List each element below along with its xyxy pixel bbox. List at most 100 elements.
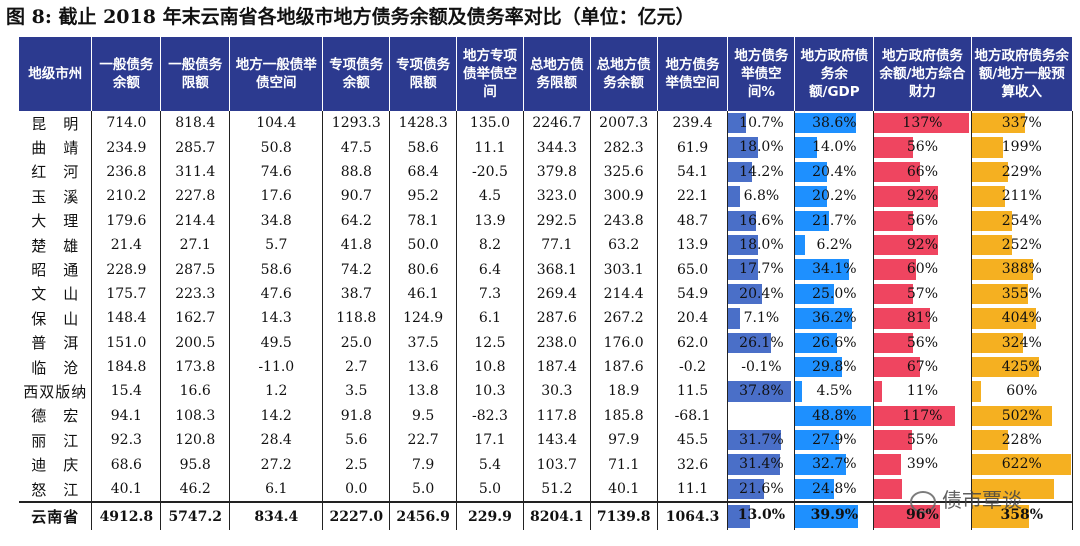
header-cell: 一般债务限额 bbox=[160, 37, 231, 111]
table-cell: 227.8 bbox=[160, 184, 231, 209]
bar-label: 18.0% bbox=[739, 236, 784, 253]
table-cell: 120.8 bbox=[160, 428, 231, 453]
table-cell: 16.6 bbox=[160, 379, 231, 404]
bar-label: 60% bbox=[906, 261, 938, 278]
table-cell: 10.3 bbox=[456, 379, 524, 404]
table-cell: 173.8 bbox=[160, 354, 231, 380]
table-cell: 135.0 bbox=[456, 111, 524, 136]
data-bar bbox=[728, 210, 756, 231]
bar-label: 31.4% bbox=[739, 456, 784, 473]
bar-label: 10.7% bbox=[739, 115, 784, 131]
data-bar bbox=[795, 161, 828, 183]
table-cell: 47.5 bbox=[322, 135, 391, 160]
table-cell: 88.8 bbox=[322, 159, 391, 185]
table-cell: 30.3 bbox=[523, 379, 591, 404]
city-name: 丽 江 bbox=[19, 428, 93, 453]
table-cell: 162.7 bbox=[160, 306, 231, 331]
city-name: 红 河 bbox=[19, 159, 93, 185]
table-cell: 2456.9 bbox=[389, 501, 458, 531]
bar-cell: 31.4% bbox=[727, 452, 796, 477]
data-bar bbox=[795, 405, 872, 427]
table-row: 保 山 148.4 162.7 14.3 118.8 124.9 6.1 287.6 267.2… bbox=[19, 306, 1074, 331]
bar-cell: 55% bbox=[873, 428, 972, 453]
table-cell: 38.7 bbox=[322, 281, 391, 307]
table-cell: 5.7 bbox=[229, 232, 324, 258]
table-cell: 61.9 bbox=[657, 135, 729, 160]
bar-label: 6.2% bbox=[816, 236, 853, 253]
table-cell: 91.8 bbox=[322, 403, 391, 429]
bar-label: 117% bbox=[902, 407, 943, 424]
header-cell: 总地方债务余额 bbox=[590, 37, 658, 111]
bar-label: 324% bbox=[1001, 334, 1042, 351]
bar-cell: 502% bbox=[971, 403, 1074, 429]
table-cell: 8204.1 bbox=[523, 501, 591, 531]
bar-label: 14.0% bbox=[812, 139, 857, 156]
table-cell: 37.5 bbox=[389, 330, 458, 355]
table-cell: 834.4 bbox=[229, 501, 324, 531]
city-name: 西双版纳 bbox=[19, 379, 93, 404]
table-cell: 818.4 bbox=[160, 111, 231, 136]
bar-cell: 11% bbox=[873, 379, 972, 404]
bar-label: 17.7% bbox=[739, 261, 784, 278]
table-cell: 65.0 bbox=[657, 257, 729, 282]
bar-cell: 60% bbox=[971, 379, 1074, 404]
table-cell: 64.2 bbox=[322, 208, 391, 233]
bar-cell: 56% bbox=[873, 135, 972, 160]
table-cell: 90.7 bbox=[322, 184, 391, 209]
data-bar bbox=[728, 259, 758, 280]
bar-label: 92% bbox=[906, 236, 938, 253]
table-cell: 3.5 bbox=[322, 379, 391, 404]
table-cell: 6.1 bbox=[229, 476, 324, 503]
header-cell: 地级市州 bbox=[19, 37, 93, 111]
bar-cell: -0.1% bbox=[727, 354, 796, 380]
bar-label: 56% bbox=[906, 212, 938, 229]
bar-label: 60% bbox=[1006, 383, 1038, 400]
table-cell: 1064.3 bbox=[657, 501, 729, 531]
bar-label: 67% bbox=[906, 358, 938, 375]
header-cell: 专项债务余额 bbox=[322, 37, 391, 111]
table-cell: 285.7 bbox=[160, 135, 231, 160]
table-cell: 17.6 bbox=[229, 184, 324, 209]
table-cell: 287.6 bbox=[523, 306, 591, 331]
bar-label: 7.1% bbox=[743, 310, 780, 327]
bar-cell: 34.1% bbox=[794, 257, 875, 282]
bar-label: 66% bbox=[906, 163, 938, 180]
city-name: 大 理 bbox=[19, 208, 93, 233]
bar-cell: 4.5% bbox=[794, 379, 875, 404]
table-cell: 176.0 bbox=[590, 330, 658, 355]
data-bar bbox=[971, 478, 1055, 500]
table-cell: 18.9 bbox=[590, 379, 658, 404]
data-bar bbox=[795, 505, 858, 529]
bar-cell: 81% bbox=[873, 306, 972, 331]
bar-cell: 25.0% bbox=[794, 281, 875, 307]
data-bar bbox=[971, 210, 1013, 231]
bar-cell: 32.7% bbox=[794, 452, 875, 477]
data-bar bbox=[874, 454, 902, 475]
data-bar bbox=[971, 454, 1071, 475]
bar-cell: 21.7% bbox=[794, 208, 875, 233]
table-cell: 50.0 bbox=[389, 232, 458, 258]
header-cell: 地方债务举债空间 bbox=[657, 37, 729, 111]
bar-cell bbox=[727, 403, 796, 429]
table-cell: 5747.2 bbox=[160, 501, 231, 531]
watermark-text: 债市覃谈 bbox=[942, 488, 1022, 512]
bar-cell: 24.8% bbox=[794, 476, 875, 503]
header-cell: 地方专项债举债空间 bbox=[456, 37, 524, 111]
table-row: 丽 江 92.3 120.8 28.4 5.6 22.7 17.1 143.4 97.9 45.5… bbox=[19, 428, 1074, 453]
table-cell: 228.9 bbox=[91, 257, 162, 282]
table-row: 昆 明 714.0 818.4 104.4 1293.3 1428.3 135.0 2246.… bbox=[19, 111, 1074, 136]
bar-label: 24.8% bbox=[812, 480, 857, 497]
table-cell: 311.4 bbox=[160, 159, 231, 185]
bar-cell: 252% bbox=[971, 232, 1074, 258]
bar-cell: 26.1% bbox=[727, 330, 796, 355]
bar-cell: 6.8% bbox=[727, 184, 796, 209]
table-cell: 22.7 bbox=[389, 428, 458, 453]
table-cell: 40.1 bbox=[590, 476, 658, 503]
bar-label: 57% bbox=[906, 285, 938, 302]
data-bar bbox=[728, 161, 752, 183]
bar-label: 26.1% bbox=[739, 334, 784, 351]
bar-cell: 425% bbox=[971, 354, 1074, 380]
bar-label: 137% bbox=[902, 115, 943, 131]
bar-cell: 388% bbox=[971, 257, 1074, 282]
table-cell: 11.1 bbox=[657, 476, 729, 503]
